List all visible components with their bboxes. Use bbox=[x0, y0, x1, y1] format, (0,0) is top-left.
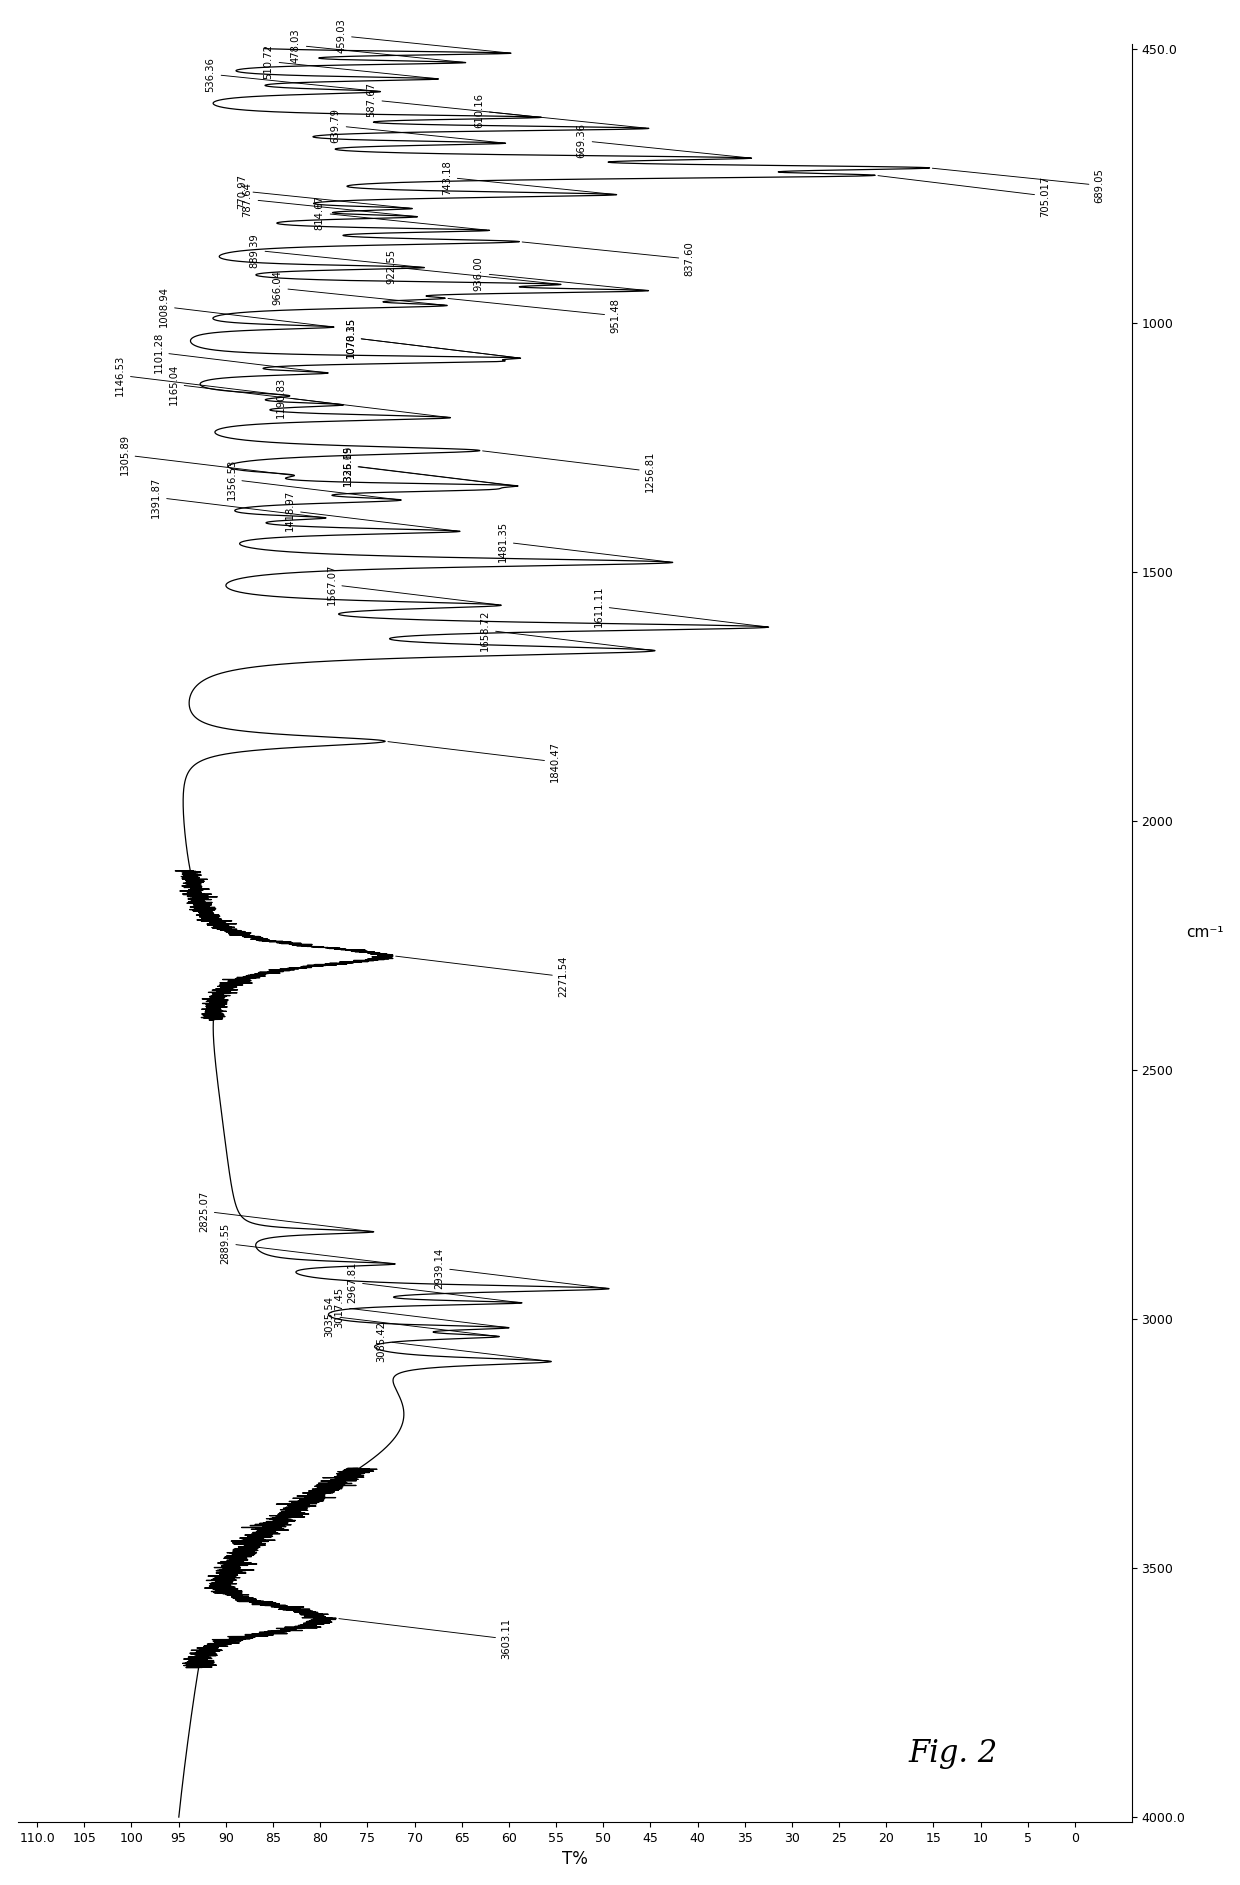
Text: 1481.35: 1481.35 bbox=[498, 522, 670, 562]
Text: 837.60: 837.60 bbox=[522, 241, 694, 277]
Text: 510.72: 510.72 bbox=[264, 43, 435, 79]
Text: 587.67: 587.67 bbox=[367, 83, 538, 117]
Text: 1146.53: 1146.53 bbox=[115, 354, 288, 396]
Text: 669.36: 669.36 bbox=[577, 123, 749, 158]
Text: 1256.81: 1256.81 bbox=[482, 451, 655, 492]
Text: 2967.81: 2967.81 bbox=[347, 1261, 520, 1303]
Text: 922.55: 922.55 bbox=[386, 249, 558, 285]
Text: 1190.83: 1190.83 bbox=[275, 377, 448, 418]
Text: 536.36: 536.36 bbox=[206, 57, 378, 92]
Text: 936.00: 936.00 bbox=[474, 256, 646, 290]
Text: 1391.87: 1391.87 bbox=[151, 477, 324, 518]
Text: Fig. 2: Fig. 2 bbox=[909, 1738, 998, 1768]
Text: 1101.28: 1101.28 bbox=[154, 332, 325, 373]
Text: 1078.15: 1078.15 bbox=[346, 317, 518, 358]
Text: 705.017: 705.017 bbox=[878, 175, 1050, 217]
Text: 889.39: 889.39 bbox=[249, 234, 422, 268]
Text: 787.64: 787.64 bbox=[243, 181, 414, 217]
X-axis label: T%: T% bbox=[562, 1851, 588, 1868]
Text: 2825.07: 2825.07 bbox=[198, 1191, 371, 1231]
Y-axis label: cm⁻¹: cm⁻¹ bbox=[1185, 926, 1224, 941]
Text: 1418.97: 1418.97 bbox=[285, 490, 458, 532]
Text: 966.04: 966.04 bbox=[273, 271, 444, 305]
Text: 1008.94: 1008.94 bbox=[159, 287, 331, 328]
Text: 2889.55: 2889.55 bbox=[221, 1223, 393, 1265]
Text: 3085.42: 3085.42 bbox=[377, 1321, 548, 1361]
Text: 478.03: 478.03 bbox=[291, 28, 463, 62]
Text: 1611.11: 1611.11 bbox=[594, 586, 766, 628]
Text: 1658.72: 1658.72 bbox=[480, 609, 652, 650]
Text: 1326.65: 1326.65 bbox=[343, 445, 516, 486]
Text: 689.05: 689.05 bbox=[932, 168, 1105, 204]
Text: 1840.47: 1840.47 bbox=[388, 741, 560, 782]
Text: 1070.35: 1070.35 bbox=[346, 317, 518, 358]
Text: 2939.14: 2939.14 bbox=[434, 1248, 606, 1289]
Text: 951.48: 951.48 bbox=[448, 298, 620, 334]
Text: 743.18: 743.18 bbox=[441, 160, 614, 194]
Text: 3017.45: 3017.45 bbox=[335, 1287, 506, 1327]
Text: 770.97: 770.97 bbox=[238, 173, 409, 209]
Text: 814.67: 814.67 bbox=[315, 196, 487, 230]
Text: 3603.11: 3603.11 bbox=[339, 1619, 511, 1659]
Text: 459.03: 459.03 bbox=[336, 19, 508, 53]
Text: 3035.54: 3035.54 bbox=[325, 1295, 496, 1336]
Text: 1356.53: 1356.53 bbox=[227, 458, 398, 500]
Text: 2271.54: 2271.54 bbox=[396, 956, 568, 997]
Text: 1305.89: 1305.89 bbox=[119, 434, 291, 475]
Text: 1165.04: 1165.04 bbox=[169, 364, 341, 405]
Text: 639.79: 639.79 bbox=[331, 107, 502, 143]
Text: 1567.07: 1567.07 bbox=[326, 564, 498, 605]
Text: 1335.19: 1335.19 bbox=[342, 445, 515, 486]
Text: 610.16: 610.16 bbox=[474, 94, 646, 128]
